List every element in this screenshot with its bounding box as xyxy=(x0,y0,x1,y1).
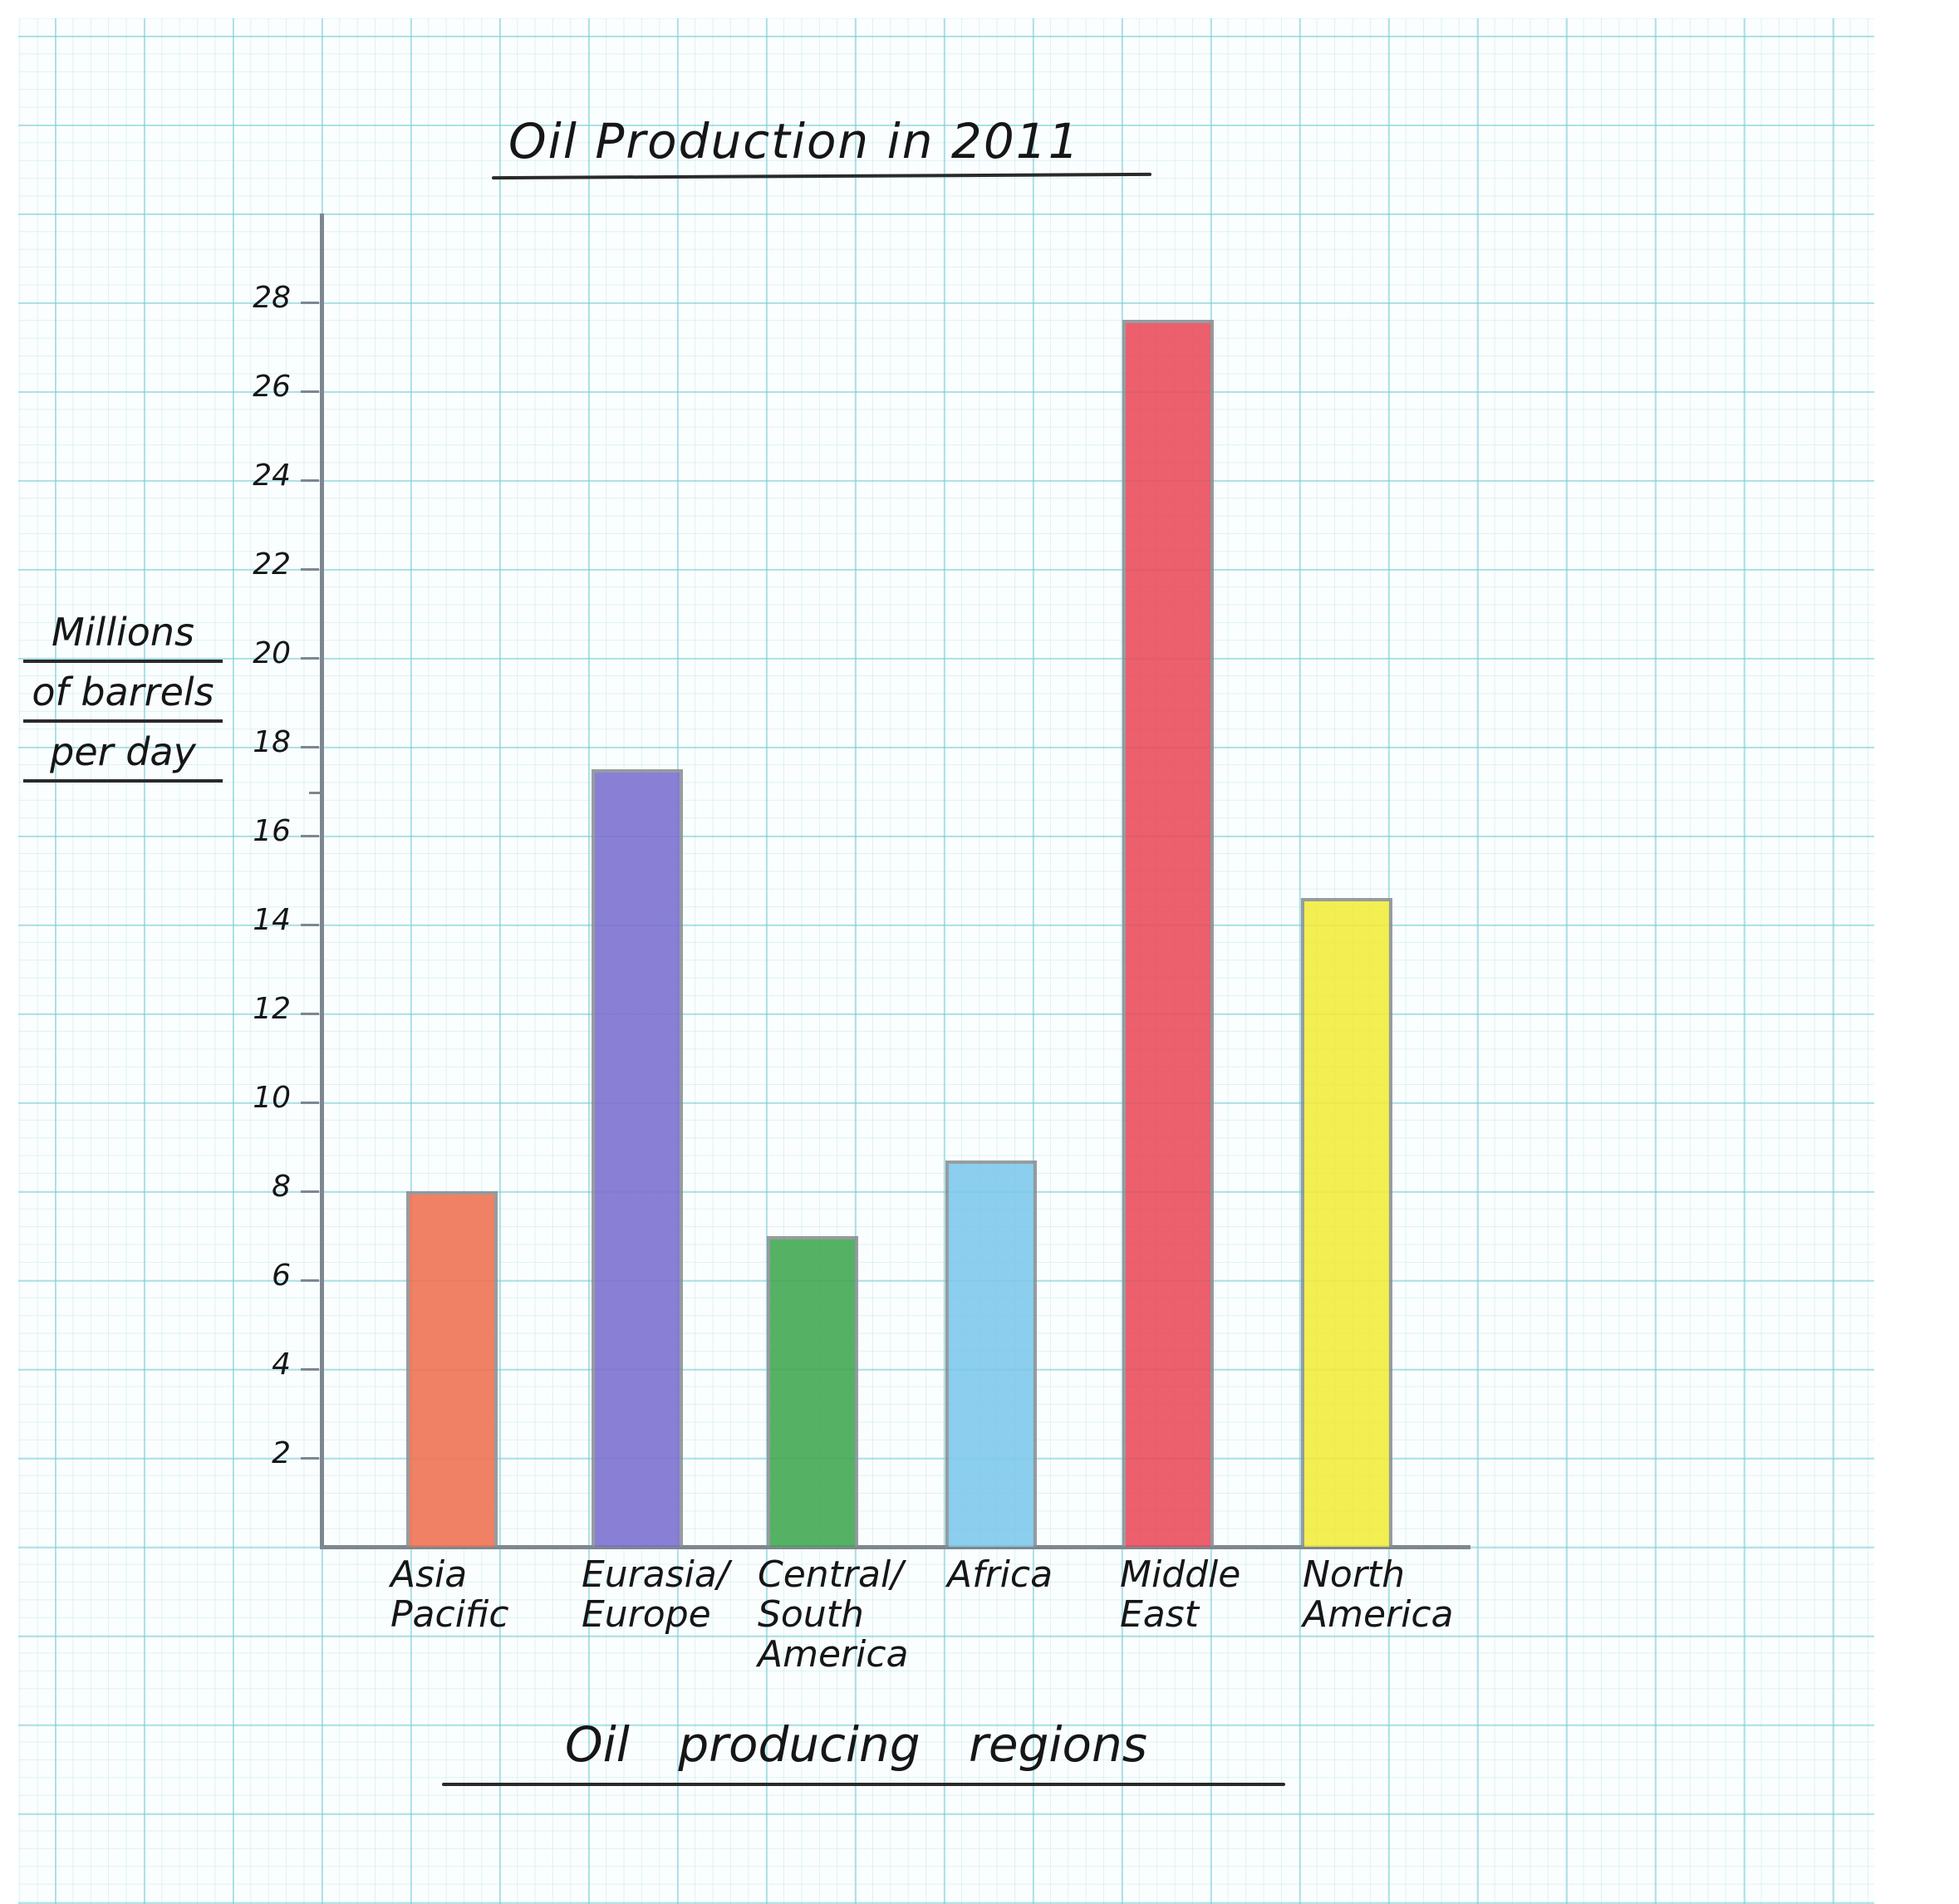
y-axis-label: Millions of barrels per day xyxy=(23,605,223,784)
y-tick xyxy=(301,924,319,926)
y-minor-tick xyxy=(309,791,321,794)
x-axis-label: Oil producing regions xyxy=(565,1716,1147,1773)
y-tick xyxy=(301,746,319,748)
y-tick xyxy=(301,479,319,482)
bar-asia-pacific xyxy=(406,1191,498,1547)
y-tick xyxy=(301,1013,319,1015)
category-label: Africa xyxy=(947,1553,1053,1596)
y-tick-label: 28 xyxy=(253,281,291,315)
y-tick xyxy=(301,302,319,304)
y-tick xyxy=(301,835,319,837)
y-tick-label: 6 xyxy=(272,1259,291,1293)
category-label: Eurasia/ Europe xyxy=(582,1553,729,1636)
graph-paper xyxy=(18,18,1874,1904)
y-tick-label: 24 xyxy=(253,459,291,493)
y-tick-label: 26 xyxy=(253,370,291,404)
y-tick xyxy=(301,390,319,393)
y-tick xyxy=(301,1279,319,1282)
x-axis xyxy=(320,1545,1470,1549)
y-tick-label: 18 xyxy=(253,725,291,759)
y-tick-label: 16 xyxy=(253,814,291,848)
category-label: Asia Pacific xyxy=(390,1553,509,1636)
y-tick xyxy=(301,657,319,660)
chart-title: Oil Production in 2011 xyxy=(508,113,1081,169)
y-axis-label-line: per day xyxy=(23,724,223,783)
y-tick xyxy=(301,1190,319,1193)
y-tick-label: 20 xyxy=(253,636,291,670)
y-tick xyxy=(301,1457,319,1460)
y-tick-label: 2 xyxy=(272,1436,291,1470)
y-axis xyxy=(320,213,324,1549)
bar-north-america xyxy=(1301,897,1392,1547)
y-tick-label: 8 xyxy=(272,1170,291,1204)
category-label: Middle East xyxy=(1120,1553,1241,1636)
category-label: North America xyxy=(1303,1553,1454,1636)
y-tick xyxy=(301,1102,319,1104)
bar-central-south-america xyxy=(767,1235,858,1547)
y-tick-label: 12 xyxy=(253,992,291,1026)
bar-eurasia-europe xyxy=(592,768,683,1547)
category-label: Central/ South America xyxy=(758,1553,909,1676)
y-tick-label: 14 xyxy=(253,903,291,937)
y-tick xyxy=(301,568,319,571)
y-tick xyxy=(301,1368,319,1371)
y-tick-label: 10 xyxy=(253,1081,291,1115)
y-axis-label-line: Millions xyxy=(23,605,223,663)
bar-middle-east xyxy=(1122,320,1214,1547)
bar-africa xyxy=(945,1160,1037,1547)
y-tick-label: 4 xyxy=(272,1347,291,1381)
y-axis-label-line: of barrels xyxy=(23,665,223,723)
y-tick-label: 22 xyxy=(253,547,291,582)
x-axis-label-underline xyxy=(442,1783,1285,1786)
